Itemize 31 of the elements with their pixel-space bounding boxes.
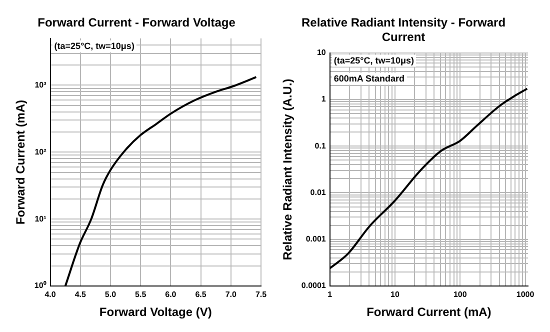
x-tick-label: 4.0 [44, 290, 56, 300]
x-tick-label: 4.5 [74, 290, 87, 300]
annotation: 600mA Standard [334, 73, 405, 84]
x-tick-label: 6.0 [165, 290, 177, 300]
x-tick-label: 7.0 [225, 290, 238, 300]
x-tick-label: 100 [453, 290, 468, 300]
y-tick-label: 0.1 [314, 141, 326, 150]
x-tick-label: 1000 [516, 290, 535, 300]
annotation: (ta=25°C, tw=10μs) [334, 55, 414, 66]
y-tick-label: 10⁰ [34, 281, 46, 290]
chart-title: Forward Current - Forward Voltage [38, 16, 236, 30]
y-tick-label: 10³ [34, 80, 47, 90]
x-axis-title: Forward Current (mA) [366, 305, 492, 320]
annotation: (ta=25°C, tw=10μs) [54, 40, 134, 51]
y-tick-label: 10² [34, 147, 47, 156]
x-tick-label: 6.5 [195, 290, 207, 300]
x-tick-label: 10 [390, 290, 400, 300]
y-tick-label: 10 [316, 48, 326, 58]
x-tick-label: 7.5 [255, 290, 268, 300]
x-tick-label: 5.0 [104, 290, 117, 300]
y-tick-label: 0.0001 [301, 281, 326, 290]
y-axis-title: Forward Current (mA) [14, 100, 28, 225]
y-tick-label: 1 [321, 94, 326, 104]
y-tick-label: 0.01 [310, 188, 326, 197]
x-tick-label: 5.5 [135, 290, 147, 300]
x-axis-title: Forward Voltage (V) [99, 305, 212, 320]
chart-title: Relative Radiant Intensity - Forward Current [301, 16, 506, 44]
y-axis-title: Relative Radiant Intensity (A.U.) [280, 78, 295, 260]
x-tick-label: 1 [328, 290, 333, 300]
y-tick-label: 0.001 [306, 234, 326, 244]
y-tick-label: 10¹ [34, 214, 47, 224]
